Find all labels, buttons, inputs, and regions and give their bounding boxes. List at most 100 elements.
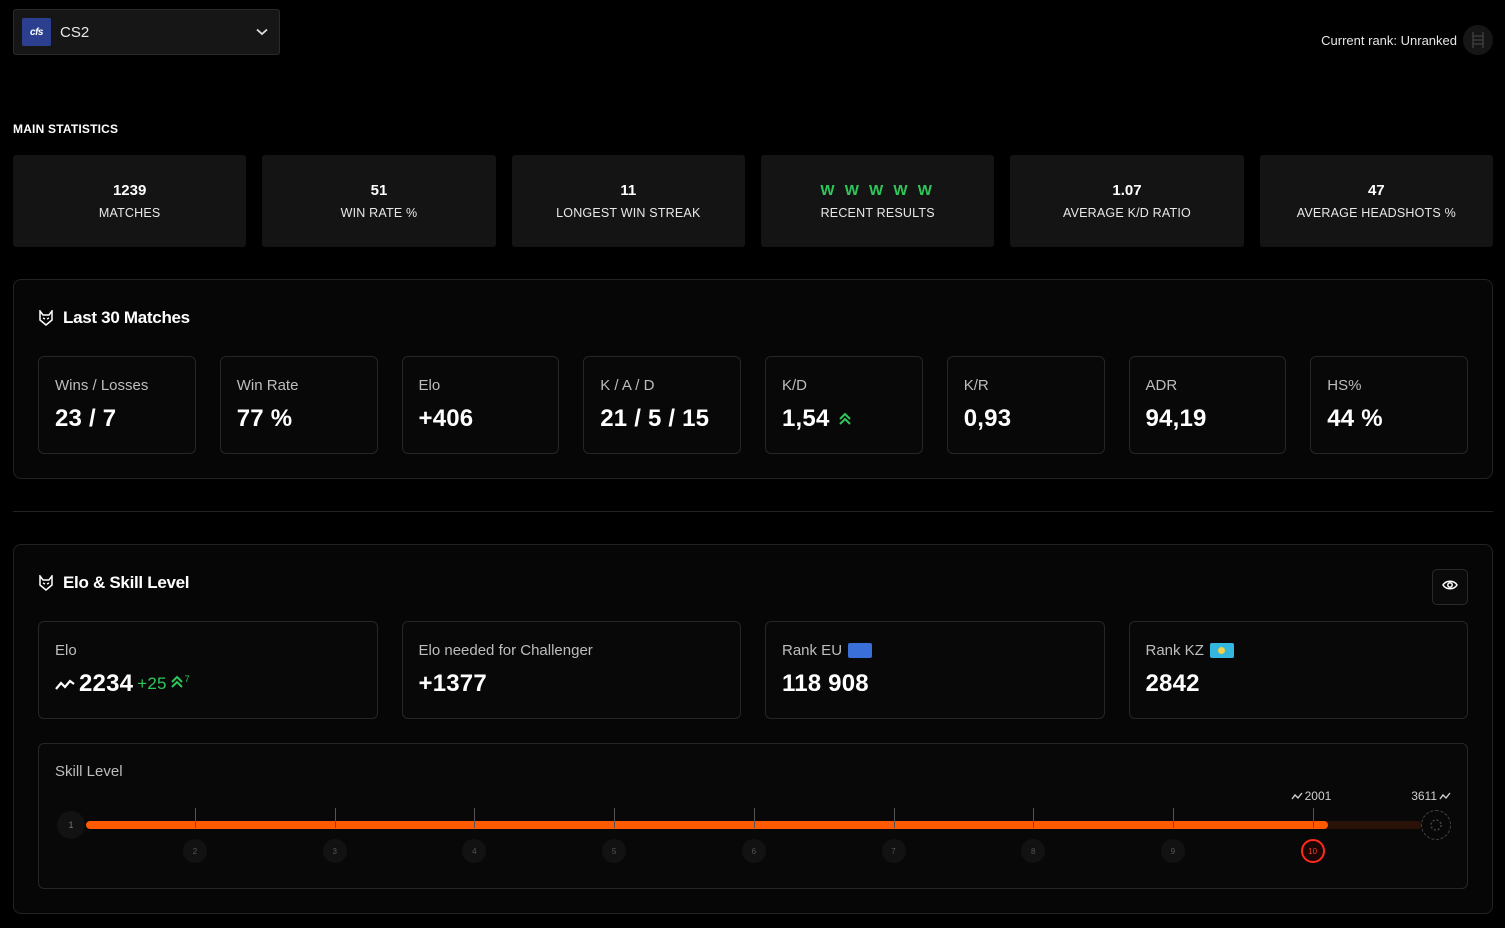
panel-title: Elo & Skill Level [38, 573, 190, 593]
card-value: 0,93 [963, 405, 1012, 432]
max-elo-text: 3611 [1411, 789, 1437, 803]
panel-title-text: Last 30 Matches [63, 308, 190, 327]
card-adr: ADR 94,19 [1128, 356, 1287, 454]
card-label: Elo [55, 641, 77, 659]
stat-recent-results: W W W W W RECENT RESULTS [760, 155, 995, 247]
card-elo: Elo +406 [401, 356, 560, 454]
card-value: +1377 [418, 670, 487, 697]
stat-label: MATCHES [98, 206, 161, 220]
card-value: 23 / 7 [55, 405, 117, 432]
kz-flag-icon [1209, 642, 1234, 658]
card-value: 77 % [236, 405, 293, 432]
elo-cards: Elo 2234 +25 7 Elo needed for Challenger… [38, 621, 1468, 719]
rank-badge-icon [1463, 25, 1493, 55]
stat-label: AVERAGE K/D RATIO [1062, 206, 1191, 220]
card-label: Win Rate [236, 376, 299, 394]
last-30-matches-panel: Last 30 Matches Wins / Losses 23 / 7 Win… [13, 279, 1493, 479]
skill-level-10: 10 [1300, 839, 1325, 863]
double-chevron-up-icon [170, 674, 184, 694]
card-rank-kz: Rank KZ 2842 [1128, 621, 1468, 719]
card-value: 2234 +25 7 [55, 670, 361, 698]
stat-label: LONGEST WIN STREAK [556, 206, 701, 220]
toggle-visibility-button[interactable] [1432, 569, 1468, 605]
skill-level-tick [195, 808, 196, 828]
card-kd: K/D 1,54 [765, 356, 923, 454]
game-name: CS2 [60, 23, 90, 41]
card-label: Rank KZ [1146, 640, 1452, 660]
skill-level-tick [474, 808, 476, 828]
skill-level-tick [893, 808, 895, 828]
skill-level-tick [1312, 808, 1314, 828]
card-value: 118 908 [782, 670, 869, 697]
skill-level-tick [614, 808, 616, 828]
card-elo-needed: Elo needed for Challenger +1377 [401, 621, 741, 719]
card-wins-losses: Wins / Losses 23 / 7 [38, 356, 196, 454]
card-current-elo: Elo 2234 +25 7 [38, 621, 378, 719]
card-value: 94,19 [1145, 405, 1207, 432]
elo-skill-panel: Elo & Skill Level Elo 2234 +25 7 [13, 544, 1493, 914]
panel-title: Last 30 Matches [38, 308, 190, 328]
card-label: Elo [418, 376, 441, 394]
card-kad: K / A / D 21 / 5 / 15 [583, 356, 741, 454]
stat-value: 1.07 [1112, 182, 1142, 199]
card-value: 44 % [1327, 405, 1383, 432]
skill-level-box: Skill Level 2001 3611 1 2 3 4 5 6 7 8 9 10 [38, 743, 1468, 889]
elo-delta-superscript: 7 [184, 674, 190, 684]
skill-level-label: Skill Level [55, 763, 123, 780]
skill-level-5: 5 [602, 839, 627, 863]
skill-level-7: 7 [881, 839, 906, 863]
skill-level-tick [753, 808, 755, 828]
card-label: Rank EU [782, 640, 1088, 660]
skill-level-4: 4 [462, 839, 487, 863]
elo-delta: +25 7 [137, 674, 190, 694]
card-hs: HS% 44 % [1310, 356, 1468, 454]
eu-flag-icon [848, 642, 873, 658]
stat-label: AVERAGE HEADSHOTS % [1296, 206, 1456, 220]
card-label: ADR [1145, 376, 1178, 394]
card-win-rate: Win Rate 77 % [219, 356, 378, 454]
card-value: +406 [418, 405, 474, 432]
elo-trend-icon [1439, 792, 1451, 800]
card-label: K/R [963, 376, 989, 394]
card-kr: K/R 0,93 [946, 356, 1105, 454]
elo-trend-icon [55, 670, 75, 698]
skill-level-tick [1172, 808, 1174, 828]
skill-level-1: 1 [57, 811, 85, 839]
level-start-elo-text: 2001 [1304, 789, 1332, 803]
skill-level-8: 8 [1021, 839, 1046, 863]
max-elo: 3611 [1411, 789, 1451, 803]
stat-label: RECENT RESULTS [820, 206, 935, 220]
skill-level-tick [334, 808, 336, 828]
eye-icon [1442, 578, 1458, 596]
game-selector[interactable]: cfs CS2 [13, 9, 280, 55]
stat-longest-win-streak: 11 LONGEST WIN STREAK [511, 155, 745, 247]
card-rank-eu: Rank EU 118 908 [765, 621, 1105, 719]
current-rank-text: Current rank: Unranked [1321, 32, 1457, 48]
game-logo: cfs [22, 18, 51, 46]
section-divider [13, 511, 1493, 512]
stat-matches: 1239 MATCHES [13, 155, 247, 247]
main-statistics: 1239 MATCHES 51 WIN RATE % 11 LONGEST WI… [13, 155, 1493, 247]
elo-trend-icon [1291, 792, 1303, 800]
elo-value: 2234 [79, 670, 134, 697]
chevron-down-icon [255, 25, 269, 39]
skill-level-2: 2 [183, 839, 207, 863]
card-value: 1,54 [782, 405, 906, 433]
card-label-text: Rank KZ [1145, 641, 1204, 659]
challenger-icon [1421, 810, 1451, 840]
main-statistics-heading: MAIN STATISTICS [13, 122, 119, 136]
skill-progress-fill [86, 821, 1329, 829]
stat-label: WIN RATE % [340, 206, 418, 220]
elo-delta-text: +25 [137, 674, 167, 693]
skill-level-tick [1033, 808, 1035, 828]
level-start-elo: 2001 [1291, 789, 1332, 803]
card-value: 2842 [1145, 670, 1200, 697]
panel-title-text: Elo & Skill Level [63, 573, 190, 592]
card-label: K / A / D [600, 376, 655, 394]
card-value: 21 / 5 / 15 [600, 405, 710, 432]
current-rank: Current rank: Unranked [1321, 25, 1493, 55]
skill-level-6: 6 [741, 839, 766, 863]
skill-level-3: 3 [322, 839, 347, 863]
card-label: K/D [782, 376, 808, 394]
card-value-text: 1,54 [782, 405, 830, 432]
